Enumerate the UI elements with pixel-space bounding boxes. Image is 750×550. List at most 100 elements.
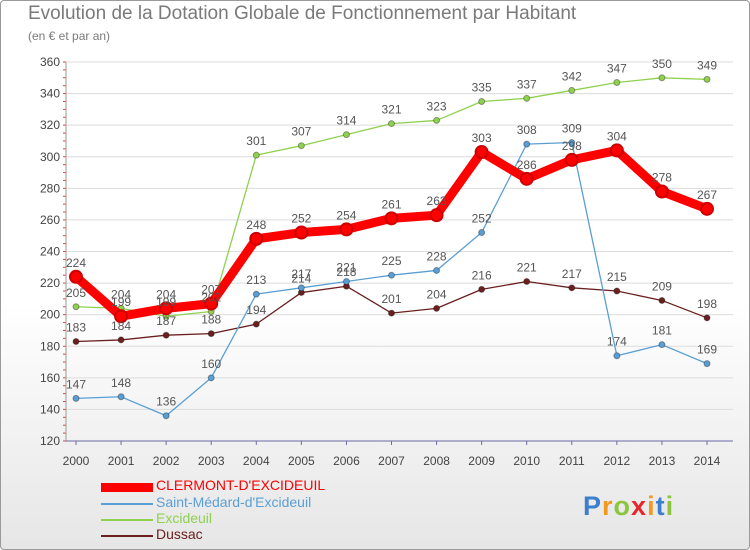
- data-point: [388, 271, 395, 279]
- data-point: [117, 336, 125, 344]
- data-label: 207: [201, 283, 221, 297]
- data-point: [294, 225, 309, 240]
- data-label: 204: [111, 287, 131, 301]
- data-point: [72, 303, 80, 311]
- data-point: [72, 338, 80, 346]
- data-point: [658, 74, 666, 82]
- data-point: [162, 412, 170, 420]
- data-label: 215: [607, 270, 627, 284]
- data-label: 147: [66, 377, 86, 391]
- y-tick-label: 240: [40, 245, 60, 259]
- x-tick-label: 2007: [378, 454, 405, 468]
- data-point: [703, 314, 711, 322]
- data-label: 216: [472, 268, 492, 282]
- legend-label: Excideuil: [156, 510, 213, 526]
- y-tick-label: 220: [40, 276, 60, 290]
- legend-swatch: [101, 482, 153, 492]
- data-label: 199: [156, 295, 176, 309]
- y-tick-label: 180: [40, 339, 60, 353]
- data-label: 278: [652, 170, 672, 184]
- data-point: [613, 79, 621, 87]
- data-point: [523, 278, 531, 286]
- x-tick-label: 2006: [333, 454, 360, 468]
- data-point: [613, 287, 621, 295]
- x-tick-label: 2011: [559, 454, 585, 468]
- data-label: 337: [517, 77, 537, 91]
- data-label: 214: [291, 272, 311, 286]
- data-label: 314: [336, 114, 356, 128]
- series-3: [72, 278, 711, 346]
- y-tick-label: 360: [40, 55, 60, 69]
- logo-letter: r: [602, 491, 614, 521]
- data-label: 350: [652, 57, 672, 71]
- data-label: 225: [381, 254, 401, 268]
- series-0: [69, 143, 714, 324]
- data-point: [252, 290, 260, 298]
- y-tick-label: 300: [40, 150, 60, 164]
- data-label: 267: [697, 188, 717, 202]
- data-point: [162, 331, 170, 339]
- data-label: 261: [381, 197, 401, 211]
- data-label: 286: [517, 158, 537, 172]
- data-label: 188: [201, 313, 221, 327]
- data-point: [703, 360, 711, 368]
- data-label: 205: [66, 286, 86, 300]
- data-label: 160: [201, 357, 221, 371]
- legend-swatch: [101, 535, 153, 537]
- data-point: [72, 394, 80, 402]
- y-tick-label: 160: [40, 371, 60, 385]
- data-label: 201: [381, 292, 401, 306]
- logo-letter: t: [655, 491, 666, 521]
- data-point: [568, 86, 576, 94]
- y-tick-label: 320: [40, 118, 60, 132]
- chart-title: Evolution de la Dotation Globale de Fonc…: [28, 3, 577, 24]
- data-label: 228: [427, 249, 447, 263]
- data-point: [523, 140, 531, 148]
- data-point: [207, 330, 215, 338]
- data-label: 263: [427, 194, 447, 208]
- x-tick-label: 2004: [243, 454, 270, 468]
- data-point: [429, 208, 444, 223]
- data-label: 254: [336, 208, 356, 222]
- data-point: [297, 142, 305, 150]
- data-label: 174: [607, 335, 627, 349]
- data-point: [700, 201, 714, 216]
- data-point: [384, 211, 399, 226]
- logo-letter: P: [583, 491, 603, 521]
- data-label: 224: [66, 256, 86, 270]
- y-tick-label: 260: [40, 213, 60, 227]
- data-point: [252, 320, 260, 328]
- x-tick-label: 2001: [108, 454, 135, 468]
- data-point: [114, 309, 129, 324]
- data-point: [658, 341, 666, 349]
- data-label: 202: [201, 291, 221, 305]
- y-tick-label: 200: [40, 308, 60, 322]
- data-point: [249, 231, 264, 246]
- data-label: 335: [472, 80, 492, 94]
- data-point: [69, 269, 83, 284]
- chart-subtitle: (en € et par an): [28, 29, 111, 43]
- legend-swatch: [101, 519, 153, 521]
- data-point: [342, 131, 350, 139]
- data-point: [609, 143, 624, 158]
- data-label: 184: [111, 319, 131, 333]
- data-label: 303: [472, 131, 492, 145]
- legend-label: CLERMONT-D'EXCIDEUIL: [156, 477, 326, 493]
- data-label: 298: [562, 139, 582, 153]
- y-tick-label: 340: [40, 87, 60, 101]
- x-tick-label: 2008: [423, 454, 450, 468]
- data-label: 136: [156, 395, 176, 409]
- data-label: 342: [562, 69, 582, 83]
- legend-swatch: [101, 503, 153, 505]
- data-label: 221: [517, 261, 537, 275]
- data-point: [159, 301, 174, 316]
- data-point: [703, 75, 711, 83]
- x-tick-label: 2003: [198, 454, 225, 468]
- data-label: 301: [246, 134, 266, 148]
- data-point: [342, 278, 350, 286]
- x-tick-label: 2005: [288, 454, 315, 468]
- data-point: [297, 284, 305, 292]
- data-label: 198: [697, 297, 717, 311]
- data-label: 252: [291, 212, 311, 226]
- data-point: [523, 94, 531, 102]
